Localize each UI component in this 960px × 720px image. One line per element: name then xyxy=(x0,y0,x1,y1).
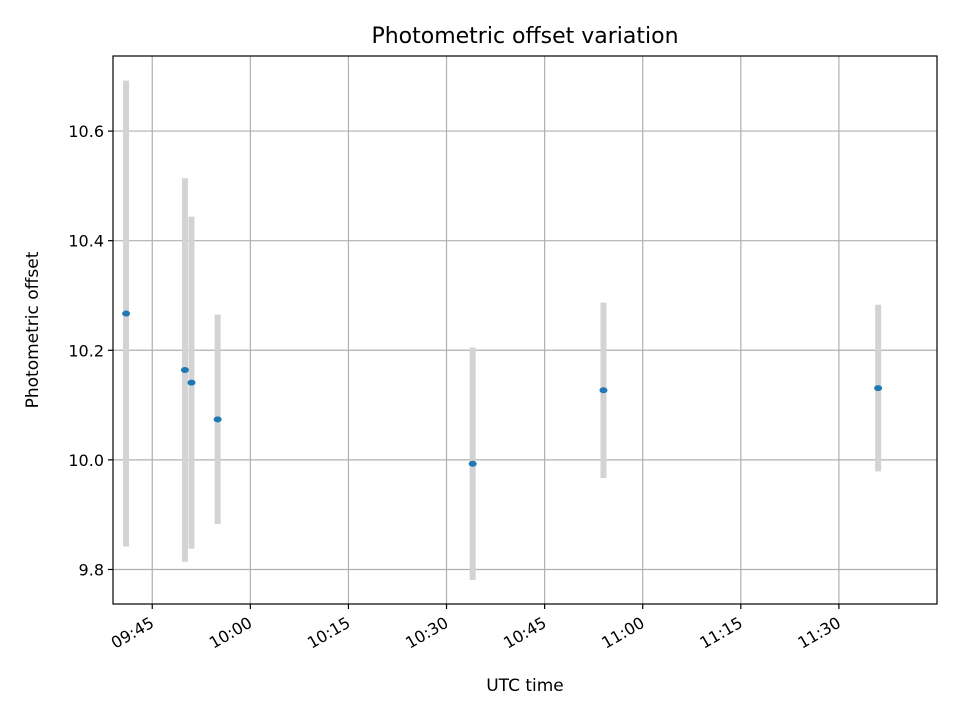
y-tick-label: 10.6 xyxy=(68,122,104,141)
y-tick-label: 9.8 xyxy=(79,560,104,579)
y-axis-ticks: 9.8 10.0 10.2 10.4 10.6 xyxy=(68,122,113,579)
x-tick-label: 09:45 xyxy=(108,613,157,653)
data-point xyxy=(468,460,477,467)
data-point xyxy=(213,416,222,423)
data-points xyxy=(122,310,883,467)
x-tick-label: 11:00 xyxy=(598,613,647,653)
x-tick-label: 10:15 xyxy=(304,613,353,653)
x-tick-label: 10:00 xyxy=(206,613,255,653)
data-point xyxy=(187,379,196,386)
data-point xyxy=(599,387,608,394)
error-bars xyxy=(123,80,882,580)
data-point xyxy=(874,385,883,392)
y-axis-label: Photometric offset xyxy=(23,251,43,408)
x-tick-label: 11:30 xyxy=(794,613,843,653)
y-tick-label: 10.4 xyxy=(68,232,104,251)
y-tick-label: 10.2 xyxy=(68,341,104,360)
x-tick-label: 10:30 xyxy=(402,613,451,653)
x-tick-label: 11:15 xyxy=(696,613,745,653)
data-point xyxy=(180,367,189,374)
x-axis-ticks: 09:45 10:00 10:15 10:30 10:45 11:00 11:15 11:30 xyxy=(108,604,844,653)
y-tick-label: 10.0 xyxy=(68,451,104,470)
x-tick-label: 10:45 xyxy=(500,613,549,653)
grid-lines xyxy=(113,56,937,604)
data-point xyxy=(122,310,131,317)
plot-frame xyxy=(112,55,938,605)
chart-title: Photometric offset variation xyxy=(371,24,678,49)
x-axis-label: UTC time xyxy=(486,676,564,696)
